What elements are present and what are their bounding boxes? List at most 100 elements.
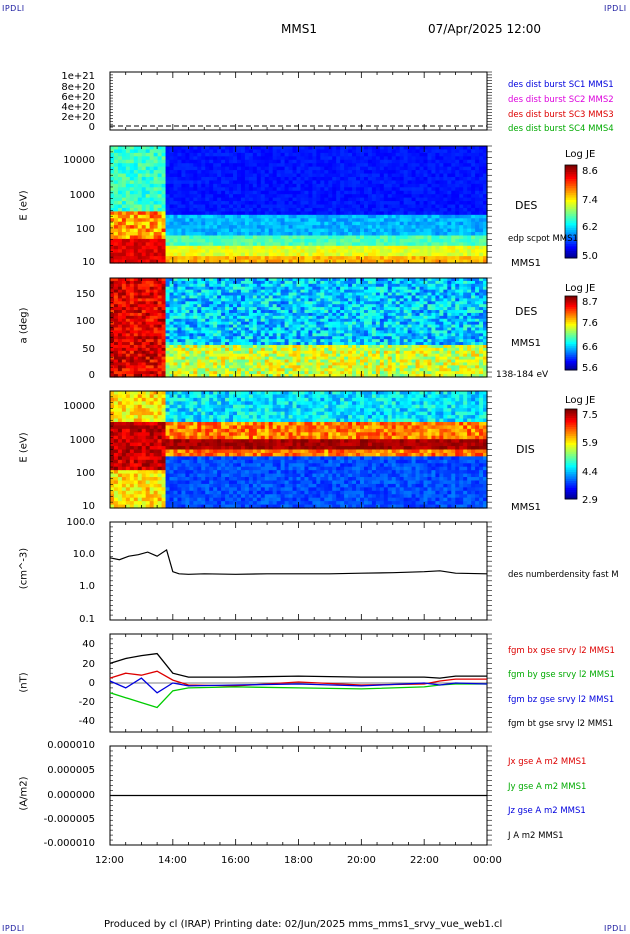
des-energy-cell xyxy=(423,197,429,202)
des-energy-cell xyxy=(332,252,337,257)
des-pitch-cell xyxy=(110,362,115,366)
des-energy-cell xyxy=(157,235,163,240)
des-energy-cell xyxy=(288,218,294,223)
des-energy-cell xyxy=(423,183,429,188)
des-energy-cell xyxy=(316,207,321,212)
des-energy-cell xyxy=(280,173,286,178)
des-energy-cell xyxy=(233,187,238,192)
des-energy-cell xyxy=(292,211,298,216)
des-energy-cell xyxy=(260,183,266,188)
des-pitch-cell xyxy=(217,371,222,375)
des-pitch-cell xyxy=(169,304,175,308)
des-energy-cell xyxy=(236,180,242,185)
des-energy-cell xyxy=(236,211,242,216)
des-pitch-cell xyxy=(244,330,250,334)
des-energy-cell xyxy=(177,214,183,219)
des-energy-cell xyxy=(451,152,456,157)
des-energy-cell xyxy=(479,259,484,264)
des-energy-cell xyxy=(213,173,218,178)
des-energy-cell xyxy=(431,256,437,261)
corner-logo-top-left: IPDLI xyxy=(2,4,25,13)
des-pitch-cell xyxy=(264,324,270,329)
des-energy-cell xyxy=(169,225,175,230)
des-energy-cell xyxy=(403,149,409,154)
des-energy-cell xyxy=(256,146,262,151)
des-pitch-cell xyxy=(276,362,282,366)
des-pitch-cell xyxy=(304,304,310,308)
des-pitch-cell xyxy=(205,356,210,361)
des-energy-cell xyxy=(383,232,389,237)
des-energy-cell xyxy=(153,180,159,185)
des-pitch-cell xyxy=(117,356,123,361)
des-energy-cell xyxy=(475,207,480,212)
des-pitch-cell xyxy=(217,318,222,323)
des-pitch-cell xyxy=(137,336,143,340)
des-pitch-cell xyxy=(133,371,139,375)
des-energy-cell xyxy=(407,207,413,212)
des-energy-cell xyxy=(169,228,175,233)
des-pitch-cell xyxy=(177,280,183,285)
des-energy-cell xyxy=(356,159,361,164)
des-energy-cell xyxy=(280,187,286,192)
des-energy-cell xyxy=(403,187,409,192)
des-energy-cell xyxy=(165,152,171,157)
des-energy-cell xyxy=(344,152,349,157)
des-pitch-cell xyxy=(229,342,234,346)
des-energy-cell xyxy=(316,194,321,199)
des-pitch-cell xyxy=(113,283,119,288)
des-energy-cell xyxy=(217,197,222,202)
des-pitch-cell xyxy=(248,339,254,343)
des-energy-cell xyxy=(483,242,488,247)
des-pitch-cell xyxy=(213,283,218,288)
des-pitch-cell xyxy=(252,289,258,294)
des-pitch-cell xyxy=(256,359,262,364)
des-energy-cell xyxy=(169,235,175,240)
des-pitch-cell xyxy=(129,336,135,340)
des-energy-cell xyxy=(383,180,389,185)
des-energy-cell xyxy=(340,232,345,237)
des-energy-cell xyxy=(201,173,206,178)
des-energy-cell xyxy=(427,259,433,264)
des-energy-cell xyxy=(336,204,341,209)
des-pitch-cell xyxy=(110,333,115,337)
des-pitch-cell xyxy=(217,350,222,355)
des-pitch-cell xyxy=(213,312,218,317)
des-pitch-cell xyxy=(153,339,159,343)
des-energy-cell xyxy=(348,249,353,254)
des-pitch-cell xyxy=(244,289,250,294)
des-energy-cell xyxy=(439,176,444,182)
des-energy-cell xyxy=(312,259,317,264)
des-pitch-cell xyxy=(240,312,246,317)
des-energy-cell xyxy=(181,235,186,240)
des-energy-cell xyxy=(217,242,222,247)
des-energy-cell xyxy=(371,156,377,161)
des-energy-cell xyxy=(419,218,425,223)
des-pitch-cell xyxy=(185,359,190,364)
des-energy-cell xyxy=(344,201,349,206)
des-pitch-cell xyxy=(304,298,310,302)
des-energy-cell xyxy=(113,225,119,230)
des-energy-cell xyxy=(161,163,167,168)
des-energy-cell xyxy=(483,256,488,261)
des-pitch-cell xyxy=(185,353,190,358)
des-pitch-cell xyxy=(276,292,282,297)
des-pitch-cell xyxy=(225,315,230,320)
des-energy-cell xyxy=(217,194,222,199)
des-energy-cell xyxy=(455,259,460,264)
des-energy-cell xyxy=(292,173,298,178)
des-pitch-cell xyxy=(248,298,254,302)
des-energy-cell xyxy=(304,214,310,219)
des-pitch-cell xyxy=(129,312,135,317)
des-energy-cell xyxy=(125,214,131,219)
des-pitch-cell xyxy=(197,350,202,355)
des-energy-cell xyxy=(387,201,393,206)
des-energy-cell xyxy=(153,225,159,230)
des-energy-cell xyxy=(320,152,325,157)
des-energy-cell xyxy=(221,170,226,175)
des-pitch-cell xyxy=(288,365,294,369)
des-energy-cell xyxy=(300,256,306,261)
des-pitch-cell xyxy=(284,344,290,349)
des-energy-cell xyxy=(328,183,333,188)
des-energy-cell xyxy=(185,245,190,250)
des-energy-cell xyxy=(312,163,317,168)
